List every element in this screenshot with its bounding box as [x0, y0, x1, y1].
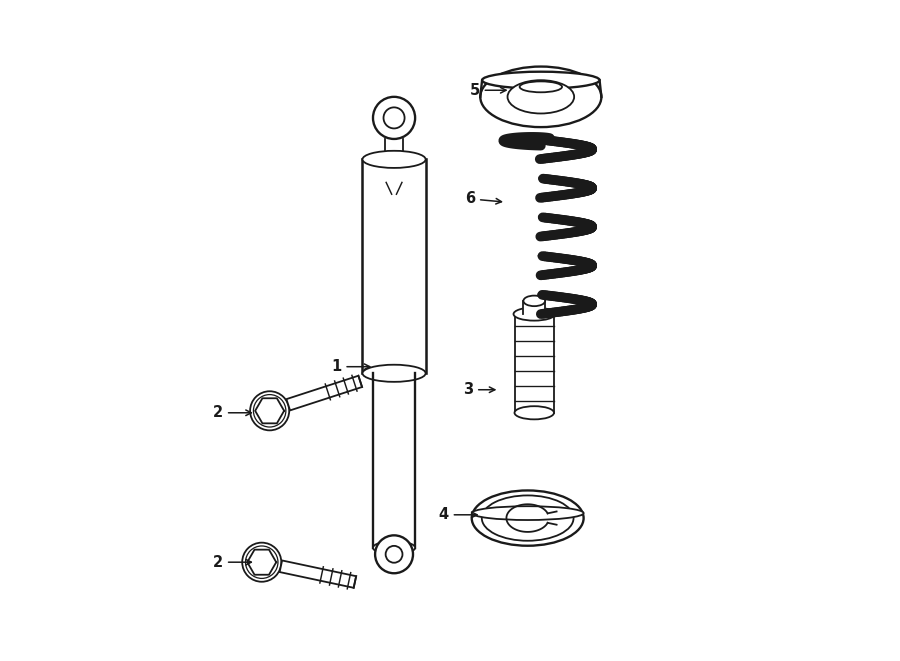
Text: 3: 3: [463, 382, 495, 397]
Circle shape: [250, 391, 289, 430]
Ellipse shape: [363, 365, 426, 382]
Circle shape: [383, 107, 405, 128]
Text: 6: 6: [465, 191, 501, 206]
Ellipse shape: [514, 307, 555, 321]
Polygon shape: [286, 375, 362, 410]
Ellipse shape: [482, 496, 573, 541]
Ellipse shape: [472, 490, 583, 546]
Polygon shape: [256, 399, 284, 423]
Circle shape: [375, 535, 413, 573]
Text: 4: 4: [438, 507, 477, 522]
Polygon shape: [280, 561, 356, 588]
Ellipse shape: [519, 81, 562, 93]
Ellipse shape: [515, 407, 554, 419]
Circle shape: [385, 546, 402, 563]
Text: 5: 5: [470, 83, 506, 98]
Circle shape: [373, 97, 415, 139]
Polygon shape: [248, 550, 276, 574]
Ellipse shape: [524, 295, 545, 306]
Ellipse shape: [481, 67, 601, 127]
Text: 2: 2: [212, 555, 251, 570]
Ellipse shape: [508, 80, 574, 114]
Ellipse shape: [363, 151, 426, 168]
Ellipse shape: [472, 506, 583, 520]
Circle shape: [242, 543, 282, 582]
Ellipse shape: [482, 71, 599, 89]
Ellipse shape: [373, 541, 415, 555]
Text: 1: 1: [331, 359, 370, 374]
Text: 2: 2: [212, 405, 251, 420]
